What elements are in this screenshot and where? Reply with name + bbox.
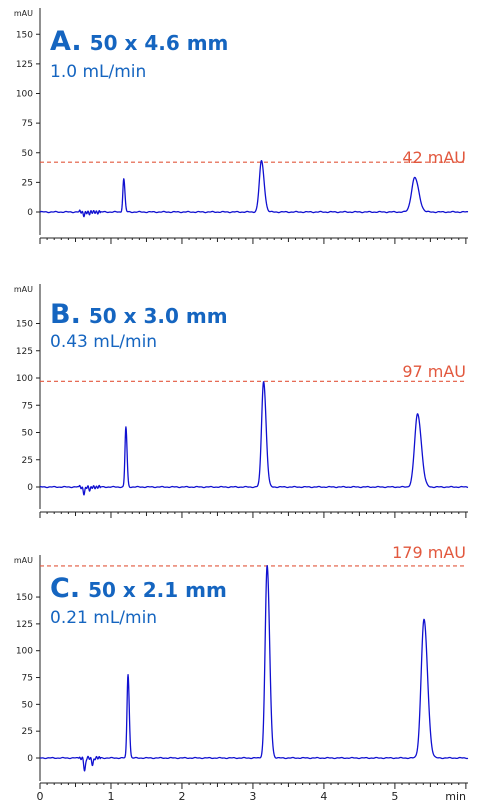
y-tick-label: 25 [22,456,33,466]
column-dimensions: 50 x 4.6 mm [90,31,229,55]
column-dimensions: 50 x 3.0 mm [89,304,228,328]
panel-c: 0 25 50 75 100 125 150 mAU 0 1 2 3 4 5 min 179 mAU C. 50 … [14,543,469,801]
y-tick-label: 0 [27,483,33,493]
x-tick-label: 3 [249,790,256,801]
y-tick-label: 100 [16,90,33,100]
x-tick-label: 4 [320,790,327,801]
y-tick-label: 25 [22,727,33,737]
y-tick-label: 100 [16,647,33,657]
x-axis-label: min [445,790,466,801]
chromatogram-trace [39,160,469,218]
x-tick-label: 0 [37,790,44,801]
y-tick-label: 25 [22,178,33,188]
x-tick-label: 5 [391,790,398,801]
flow-rate: 0.21 mL/min [50,608,157,628]
column-dimensions: 50 x 2.1 mm [88,578,227,602]
y-tick-label: 100 [16,374,33,384]
y-tick-label: 0 [27,754,33,764]
panel-title: A. 50 x 4.6 mm [50,26,228,57]
panel-a: 0 25 50 75 100 125 150 mAU 42 mAU A. 50 x 4.6 mm 1.… [14,8,469,244]
y-tick-label: 75 [22,674,33,684]
y-tick-label: 150 [16,30,33,40]
y-axis-unit: mAU [14,9,33,18]
y-tick-label: 0 [27,208,33,218]
chromatogram-trace [39,381,469,496]
flow-rate: 1.0 mL/min [50,62,146,82]
y-tick-label: 50 [22,149,34,159]
panel-letter: A. [50,26,82,57]
reference-label: 179 mAU [392,543,466,562]
y-tick-label: 125 [16,60,33,70]
y-tick-label: 125 [16,347,33,357]
y-tick-label: 150 [16,320,33,330]
y-tick-label: 150 [16,593,33,603]
y-axis-unit: mAU [14,285,33,294]
x-tick-label: 2 [178,790,185,801]
reference-label: 97 mAU [402,362,466,381]
panel-letter: B. [50,299,81,330]
y-tick-label: 50 [22,429,34,439]
chromatogram-trace [39,565,469,772]
y-tick-label: 125 [16,620,33,630]
y-tick-label: 75 [22,401,33,411]
panel-letter: C. [50,573,80,604]
panel-b: 0 25 50 75 100 125 150 mAU 97 mAU B. 50 x 3.0 mm 0.… [14,284,469,518]
reference-label: 42 mAU [402,148,466,167]
x-tick-label: 1 [107,790,114,801]
panel-title: C. 50 x 2.1 mm [50,573,227,604]
panel-title: B. 50 x 3.0 mm [50,299,228,330]
y-axis-unit: mAU [14,556,33,565]
flow-rate: 0.43 mL/min [50,332,157,352]
y-tick-label: 50 [22,700,34,710]
y-tick-label: 75 [22,119,33,129]
